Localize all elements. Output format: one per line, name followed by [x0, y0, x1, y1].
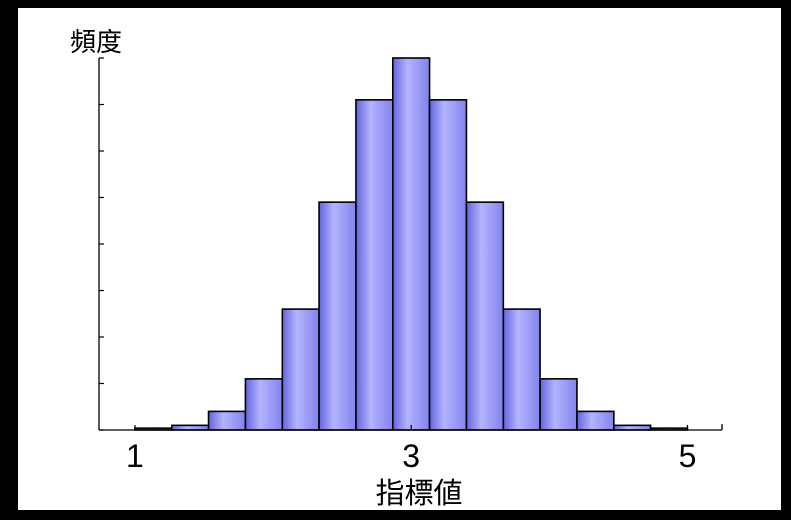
histogram-bar-4	[244, 378, 284, 431]
histogram-bar-10	[465, 201, 505, 431]
histogram-bar-3	[207, 410, 247, 431]
x-axis-label: 指標値	[375, 476, 462, 510]
x-tick-label-1: 3	[402, 438, 420, 474]
histogram-bar-5	[281, 308, 320, 431]
histogram-bar-13	[576, 410, 615, 431]
x-tick-label-0: 1	[126, 438, 144, 474]
histogram-bar-14	[613, 424, 652, 431]
x-tick-labels: 1 3 5	[126, 438, 696, 474]
histogram-bar-2	[171, 424, 210, 431]
histogram-bar-11	[502, 308, 541, 431]
histogram-bar-7	[355, 99, 394, 431]
y-ticks	[99, 57, 104, 431]
histogram-bars	[134, 57, 689, 431]
histogram-bar-8	[392, 57, 431, 431]
x-tick-label-2: 5	[679, 438, 697, 474]
x-ticks	[134, 425, 689, 430]
histogram-bar-6	[318, 201, 357, 431]
histogram-bar-12	[539, 378, 578, 431]
y-axis-label: 頻度	[70, 28, 122, 58]
histogram-bar-9	[428, 99, 468, 431]
